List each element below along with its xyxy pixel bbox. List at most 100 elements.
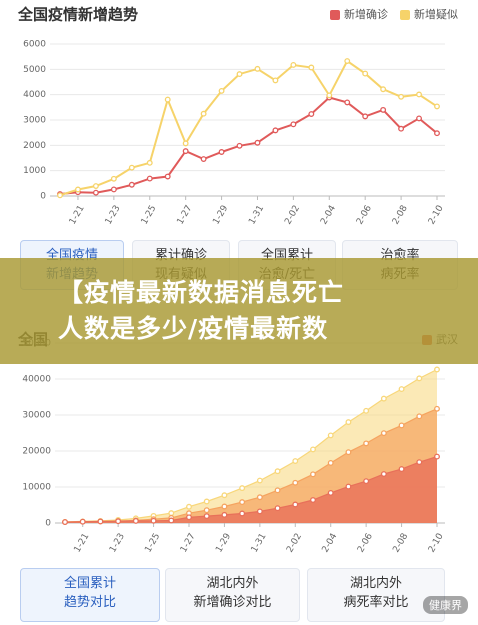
point [292,501,299,508]
point [182,140,189,147]
point [380,106,387,113]
x-tick-label: 1-23 [108,532,127,555]
point [128,181,135,188]
point [326,92,333,99]
x-tick-label: 1-23 [104,204,123,227]
point [221,511,228,518]
y-tick-label: 1000 [23,166,46,176]
x-tick-label: 2-02 [285,532,304,555]
point [434,366,440,373]
point [363,440,370,447]
point [256,508,263,515]
point [168,517,175,524]
x-tick-label: 2-08 [391,532,410,555]
tab[interactable]: 全国累计 趋势对比 [20,568,160,622]
point [97,518,104,525]
point [416,115,422,122]
line [59,96,438,195]
point [132,517,139,524]
point [239,485,246,492]
point [345,483,352,490]
y-tick-label: 30000 [22,411,51,421]
point [274,505,281,512]
point [362,70,369,77]
point [292,479,299,486]
tab[interactable]: 湖北内外新增确诊对比 [165,568,300,622]
point [254,65,261,72]
tab-label: 新增确诊对比 [193,595,272,610]
tab-label: 湖北内外 [206,576,259,591]
tab[interactable]: 湖北内外 病死率对比 [307,568,445,622]
point [254,139,261,146]
x-tick-label: 1-27 [179,532,198,555]
point [200,110,207,117]
point [62,519,68,526]
point [164,96,171,103]
x-tick-label: 1-29 [211,204,230,227]
point [218,149,225,155]
point [186,514,192,521]
point [203,507,210,514]
point [200,156,207,162]
point [344,58,351,64]
legend-swatch [400,10,410,20]
point [110,175,117,182]
x-tick-label: 2-04 [321,532,340,555]
x-tick-label: 1-25 [140,204,159,227]
tab-label: 病死率对比 [343,595,409,610]
y-tick-label: 0 [45,519,51,529]
x-tick-label: 1-25 [143,532,162,555]
point [218,87,225,94]
point [308,111,315,117]
x-tick-label: 2-10 [427,532,446,555]
watermark: 健康界 [423,596,468,614]
y-tick-label: 4000 [23,90,46,100]
point [380,471,387,477]
point [345,449,352,456]
point [236,71,243,78]
point [398,93,405,100]
point [416,413,423,420]
banner-line: 【疫情最新数据消息死亡 [58,278,345,307]
point [416,91,422,98]
legend-swatch [330,10,340,20]
banner: 【疫情最新数据消息死亡 人数是多少/疫情最新数 [0,258,478,364]
point [239,510,246,517]
point [92,183,99,189]
line [59,59,438,197]
point [272,127,279,134]
point [221,503,228,510]
point [310,497,316,503]
point [221,492,228,499]
point [398,386,405,393]
point [256,477,263,484]
point [256,494,263,501]
point [292,458,299,465]
point [203,513,210,520]
point [110,186,117,193]
point [146,175,153,182]
y-tick-label: 5000 [23,65,46,75]
y-tick-label: 20000 [22,447,51,457]
point [327,460,334,466]
x-tick-label: 1-21 [73,532,92,555]
point [416,459,423,466]
line [64,368,438,523]
tab-label: 全国累计 [63,576,116,591]
legend-label: 新增确诊 [344,7,388,21]
x-tick-label: 1-31 [247,204,266,227]
point [146,159,153,166]
point [186,503,192,510]
point [363,478,370,485]
point [380,430,387,437]
point [327,432,334,439]
point [272,77,279,84]
point [310,471,316,478]
point [310,446,316,453]
y-tick-label: 2000 [23,141,46,151]
point [398,422,405,429]
y-tick-label: 40000 [22,375,51,385]
point [434,405,440,412]
x-tick-label: 2-10 [427,204,446,227]
